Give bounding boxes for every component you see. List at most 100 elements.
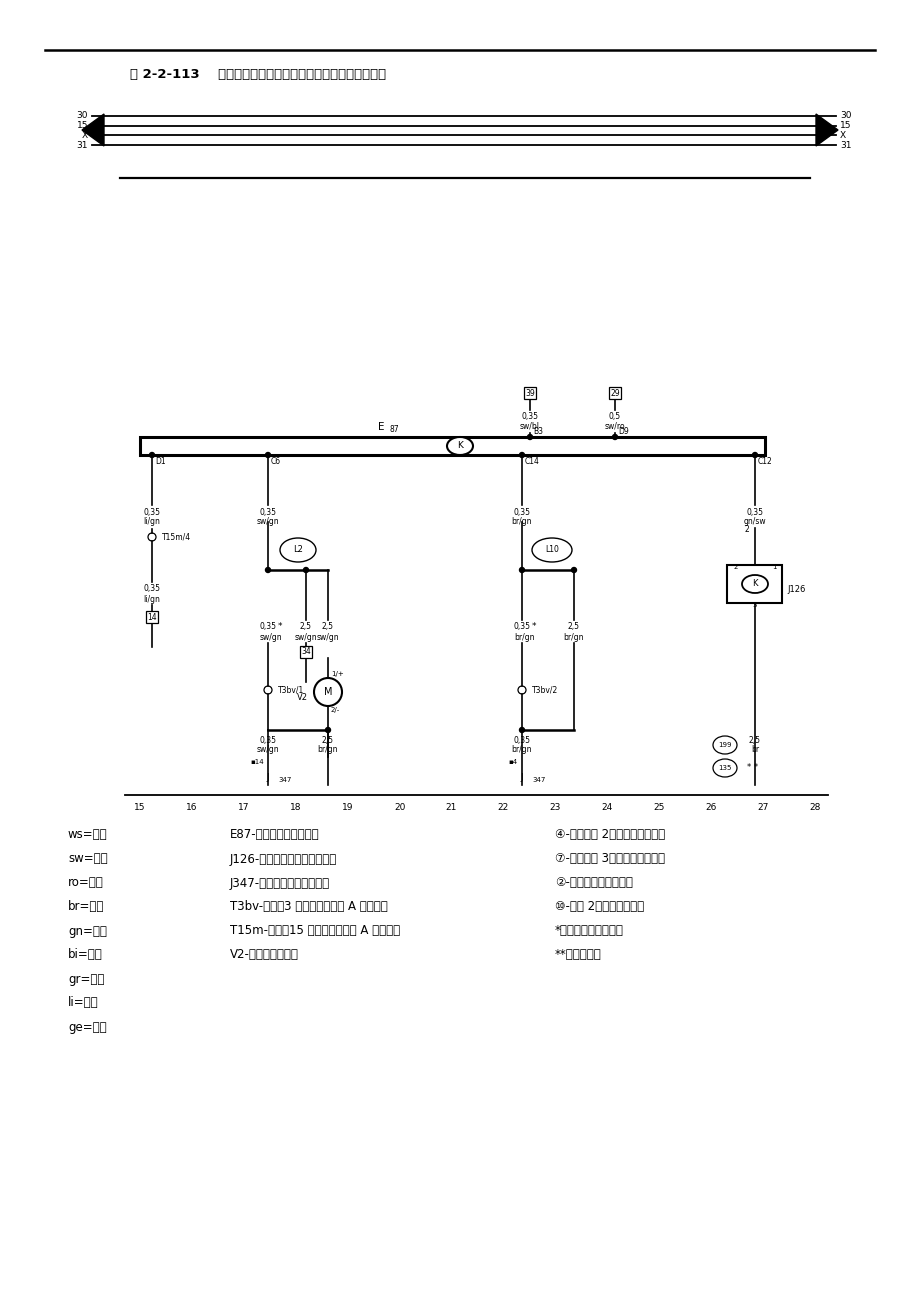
Text: gn=绿色: gn=绿色	[68, 924, 107, 937]
Text: J126: J126	[787, 585, 805, 594]
Text: K: K	[752, 579, 757, 589]
Circle shape	[519, 728, 524, 733]
Text: li/gn: li/gn	[143, 517, 160, 526]
Text: 347: 347	[531, 777, 545, 783]
Text: 25: 25	[652, 802, 664, 811]
Text: 16: 16	[186, 802, 198, 811]
Bar	[727, 565, 782, 603]
Text: J347-超声波传感器控制单元: J347-超声波传感器控制单元	[230, 876, 330, 889]
Text: K: K	[457, 441, 462, 450]
Text: sw/gn: sw/gn	[259, 633, 282, 642]
Text: T15m/4: T15m/4	[162, 533, 191, 542]
Text: sw/gn: sw/gn	[294, 633, 317, 642]
Text: 0,35: 0,35	[745, 508, 763, 517]
Text: 15: 15	[839, 121, 851, 130]
Text: 2/-: 2/-	[331, 707, 340, 713]
Text: 0,35: 0,35	[259, 508, 277, 517]
Text: D9: D9	[618, 427, 628, 435]
Text: 1: 1	[771, 564, 776, 570]
Text: 22: 22	[497, 802, 508, 811]
Text: E: E	[378, 422, 384, 432]
Text: 图 2-2-113    停车加热系统控制单元、停车加热熔丝、计量器: 图 2-2-113 停车加热系统控制单元、停车加热熔丝、计量器	[130, 69, 386, 82]
Text: 135: 135	[718, 766, 731, 771]
Text: br/gn: br/gn	[511, 517, 532, 526]
Text: ②-连接，在空调线束内: ②-连接，在空调线束内	[554, 876, 632, 889]
Ellipse shape	[447, 437, 472, 454]
Circle shape	[612, 435, 617, 440]
Text: V2: V2	[297, 693, 308, 702]
Text: sw=黑色: sw=黑色	[68, 853, 108, 866]
Text: 28: 28	[809, 802, 820, 811]
Text: br: br	[750, 746, 758, 754]
Text: ⑦-接地连接 3，在仪表板线束内: ⑦-接地连接 3，在仪表板线束内	[554, 853, 664, 866]
Ellipse shape	[742, 575, 767, 592]
Text: **两种都可能: **两种都可能	[554, 948, 601, 961]
Text: 30: 30	[76, 112, 88, 121]
Text: sw/gn: sw/gn	[256, 746, 279, 754]
Circle shape	[264, 686, 272, 694]
Text: T15m-插头，15 孔，白色，左侧 A 柱分线器: T15m-插头，15 孔，白色，左侧 A 柱分线器	[230, 924, 400, 937]
Ellipse shape	[279, 538, 315, 562]
Text: 0,35: 0,35	[143, 508, 160, 517]
Text: V2-新鲜空气鼓风机: V2-新鲜空气鼓风机	[230, 948, 299, 961]
Text: 17: 17	[238, 802, 249, 811]
Text: 2,5: 2,5	[567, 622, 579, 631]
Text: 34: 34	[301, 647, 311, 656]
Polygon shape	[815, 115, 837, 146]
Text: M: M	[323, 687, 332, 697]
Text: 30: 30	[839, 112, 851, 121]
Circle shape	[313, 678, 342, 706]
Text: ④-接地连接 2，在仪表板线束内: ④-接地连接 2，在仪表板线束内	[554, 828, 664, 841]
Circle shape	[266, 453, 270, 457]
Text: 2,5: 2,5	[748, 736, 760, 745]
Text: T3bv/2: T3bv/2	[531, 685, 558, 694]
Text: J: J	[267, 772, 269, 781]
Text: br=棕色: br=棕色	[68, 901, 104, 914]
Text: 31: 31	[76, 141, 88, 150]
Text: sw/bl: sw/bl	[519, 422, 539, 431]
Circle shape	[148, 533, 156, 542]
Circle shape	[517, 686, 526, 694]
Text: T3bv/1: T3bv/1	[278, 685, 304, 694]
Circle shape	[303, 568, 308, 573]
Bar	[140, 437, 765, 454]
Circle shape	[571, 568, 576, 573]
Text: ▪14: ▪14	[250, 759, 264, 766]
Text: * *: * *	[746, 763, 757, 772]
Ellipse shape	[531, 538, 572, 562]
Ellipse shape	[712, 759, 736, 777]
Text: 2: 2	[743, 526, 749, 535]
Circle shape	[527, 435, 532, 440]
Text: 31: 31	[839, 141, 851, 150]
Text: 3: 3	[752, 602, 756, 608]
Text: 0,35: 0,35	[259, 622, 277, 631]
Text: ▪4: ▪4	[508, 759, 517, 766]
Text: 2: 2	[732, 564, 737, 570]
Text: L10: L10	[544, 546, 559, 555]
Text: *: *	[278, 622, 282, 631]
Text: J126-新鲜空气鼓风机控制单元: J126-新鲜空气鼓风机控制单元	[230, 853, 337, 866]
Text: sw/gn: sw/gn	[256, 517, 279, 526]
Text: L2: L2	[293, 546, 302, 555]
Text: X: X	[82, 130, 88, 139]
Text: 2,5: 2,5	[322, 622, 334, 631]
Ellipse shape	[712, 736, 736, 754]
Text: C14: C14	[525, 457, 539, 466]
Text: X: X	[839, 130, 845, 139]
Circle shape	[325, 728, 330, 733]
Text: 347: 347	[278, 777, 291, 783]
Circle shape	[149, 453, 154, 457]
Text: ge=黄色: ge=黄色	[68, 1021, 107, 1034]
Text: 19: 19	[342, 802, 353, 811]
Text: 29: 29	[609, 388, 619, 397]
Text: li/gn: li/gn	[143, 595, 160, 604]
Text: ws=白色: ws=白色	[68, 828, 108, 841]
Text: C6: C6	[271, 457, 281, 466]
Text: E87-空调控制和显示单元: E87-空调控制和显示单元	[230, 828, 319, 841]
Text: gn/sw: gn/sw	[743, 517, 766, 526]
Text: J: J	[520, 772, 523, 781]
Text: D1: D1	[154, 457, 165, 466]
Text: C12: C12	[757, 457, 772, 466]
Text: 21: 21	[446, 802, 457, 811]
Text: 24: 24	[601, 802, 612, 811]
